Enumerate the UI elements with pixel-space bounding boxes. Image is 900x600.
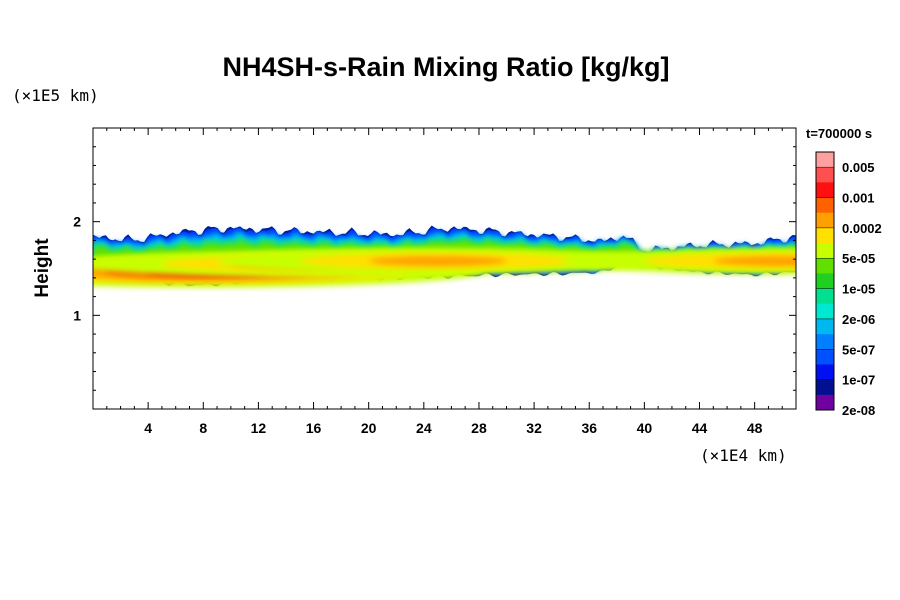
colorbar-swatch: [816, 243, 834, 259]
colorbar-swatch: [816, 227, 834, 244]
y-tick-label: 1: [73, 307, 81, 323]
colorbar-swatch: [816, 349, 834, 365]
x-tick-label: 8: [199, 420, 207, 436]
high-mixing-core: [713, 256, 796, 266]
x-tick-label: 48: [747, 420, 763, 436]
colorbar-label: 1e-07: [842, 373, 875, 388]
x-tick-label: 4: [144, 420, 152, 436]
y-axis-label: Height: [32, 238, 53, 298]
chart-title: NH4SH-s-Rain Mixing Ratio [kg/kg]: [222, 52, 669, 82]
colorbar-swatch: [816, 379, 834, 396]
colorbar-swatch: [816, 273, 834, 290]
colorbar-swatch: [816, 167, 834, 183]
colorbar-label: 0.005: [842, 160, 875, 175]
high-mixing-core: [368, 256, 507, 266]
y-axis: 12: [73, 146, 796, 391]
y-axis-unit: (×1E5 km): [12, 86, 99, 105]
x-tick-label: 32: [526, 420, 542, 436]
mixing-ratio-field: [93, 225, 796, 288]
plot-frame: [92, 127, 797, 410]
colorbar-label: 0.0002: [842, 221, 882, 236]
colorbar-label: 2e-08: [842, 403, 875, 418]
colorbar-swatch: [816, 288, 834, 305]
y-tick-label: 2: [73, 214, 81, 230]
colorbar-swatch: [816, 197, 834, 214]
x-tick-label: 16: [306, 420, 322, 436]
colorbar-swatch: [816, 394, 834, 411]
x-tick-label: 28: [471, 420, 487, 436]
colorbar-label: 5e-05: [842, 251, 875, 266]
colorbar-swatch: [816, 152, 834, 168]
colorbar-swatch: [816, 212, 834, 229]
x-axis-unit: (×1E4 km): [700, 446, 787, 465]
colorbar-swatch: [816, 364, 834, 381]
colorbar-swatch: [816, 303, 834, 320]
colorbar-swatch: [816, 334, 834, 350]
x-tick-label: 36: [581, 420, 597, 436]
x-tick-label: 12: [251, 420, 267, 436]
colorbar-swatch: [816, 258, 834, 274]
colorbar-swatch: [816, 318, 834, 335]
time-label: t=700000 s: [806, 126, 872, 141]
x-tick-label: 20: [361, 420, 377, 436]
colorbar-swatch: [816, 182, 834, 199]
colorbar-label: 5e-07: [842, 342, 875, 357]
colorbar: 0.005 0.001 0.0002 5e-05 1e-05 2e-06 5e-07 1e-0…: [815, 151, 882, 418]
colorbar-label: 2e-06: [842, 312, 875, 327]
x-tick-label: 24: [416, 420, 432, 436]
colorbar-label: 0.001: [842, 191, 875, 206]
colorbar-label: 1e-05: [842, 282, 875, 297]
x-axis: 4 8 12 16 20 24 28 32 36 40 44 48: [106, 128, 783, 436]
x-tick-label: 40: [637, 420, 653, 436]
x-tick-label: 44: [692, 420, 708, 436]
